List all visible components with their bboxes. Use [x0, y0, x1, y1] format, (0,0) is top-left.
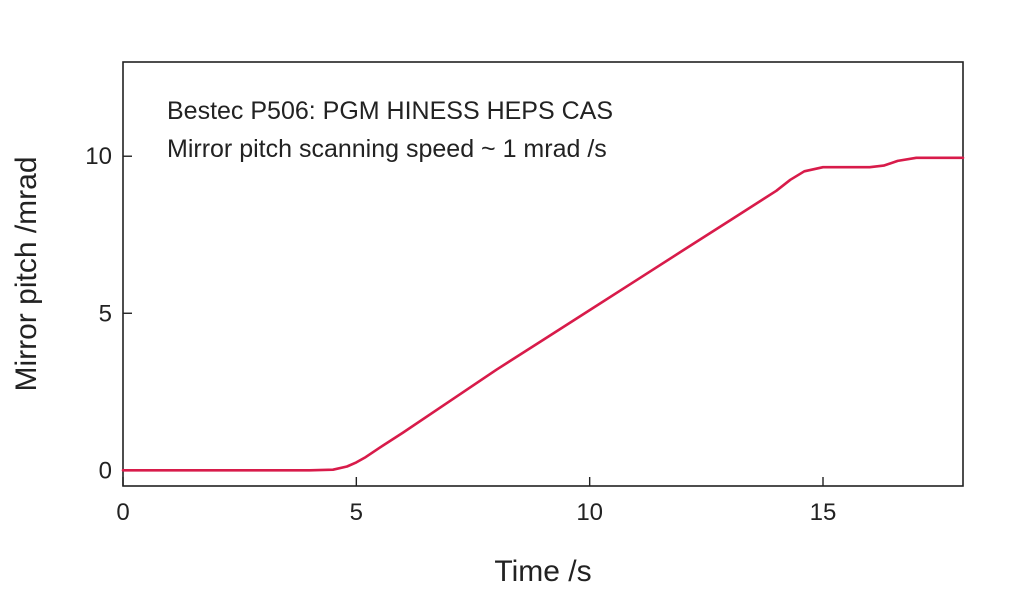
x-axis-title: Time /s	[494, 555, 591, 588]
x-tick-label: 15	[810, 499, 837, 526]
annotation-line-1: Bestec P506: PGM HINESS HEPS CAS	[167, 97, 613, 125]
x-tick-label: 0	[116, 499, 129, 526]
series-line-mirror-pitch	[121, 156, 965, 472]
y-tick-label: 0	[99, 457, 112, 484]
x-axis: 0 5 10 15	[116, 477, 836, 526]
y-tick-label: 5	[99, 300, 112, 327]
y-tick-label: 10	[85, 143, 112, 170]
plot-frame	[122, 61, 964, 487]
annotation-line-2: Mirror pitch scanning speed ~ 1 mrad /s	[167, 135, 607, 163]
x-tick-label: 5	[350, 499, 363, 526]
y-axis: 0 5 10	[85, 143, 132, 484]
x-tick-label: 10	[576, 499, 603, 526]
y-axis-title: Mirror pitch /mrad	[10, 156, 43, 391]
